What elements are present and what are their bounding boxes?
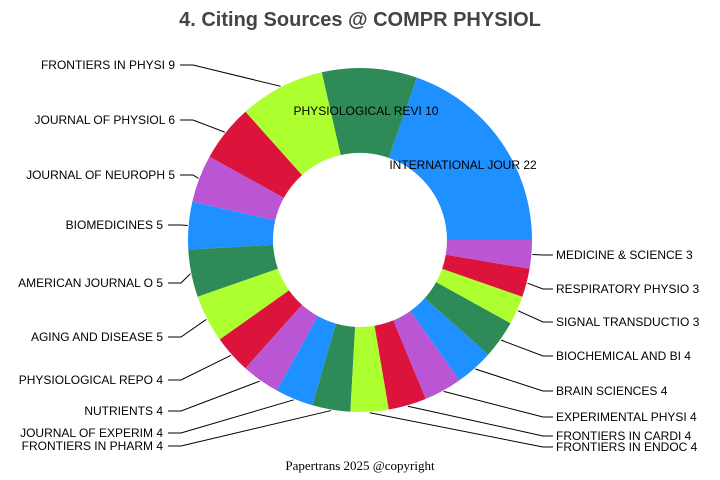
donut-slice	[276, 316, 336, 406]
donut-slice	[209, 111, 303, 198]
donut-slice	[410, 297, 489, 381]
slice-label: PHYSIOLOGICAL REVI 10	[294, 104, 439, 118]
donut-slice	[188, 244, 278, 297]
leader-line	[168, 354, 232, 381]
donut-slice	[424, 282, 511, 355]
leader-line	[180, 119, 225, 133]
slice-labels: INTERNATIONAL JOUR 22 PHYSIOLOGICAL REVI …	[18, 58, 700, 454]
leader-line	[168, 318, 207, 338]
leader-lines	[168, 64, 553, 448]
leader-line	[443, 390, 553, 418]
leader-line	[517, 310, 553, 323]
leader-line	[168, 410, 332, 447]
slice-label: AMERICAN JOURNAL O 5	[18, 276, 163, 290]
slice-label: AGING AND DISEASE 5	[31, 330, 163, 344]
leader-line	[168, 399, 294, 434]
leader-line	[407, 405, 553, 437]
donut-slice	[350, 325, 389, 412]
donut-slice	[192, 156, 284, 221]
leader-line	[475, 368, 553, 392]
donut-slice	[245, 304, 318, 391]
slice-label: FRONTIERS IN PHYSI 9	[41, 58, 175, 72]
slice-label: JOURNAL OF NEUROPH 5	[26, 168, 175, 182]
donut-slice	[436, 268, 523, 324]
leader-line	[168, 380, 261, 412]
slice-label: INTERNATIONAL JOUR 22	[389, 158, 537, 172]
slice-label: EXPERIMENTAL PHYSI 4	[556, 410, 697, 424]
leader-line	[527, 282, 553, 290]
slice-label: PHYSIOLOGICAL REPO 4	[19, 373, 164, 387]
donut-slice	[445, 240, 532, 269]
donut-slice	[197, 268, 290, 340]
donut-slice	[388, 77, 532, 240]
slice-label: RESPIRATORY PHYSIO 3	[556, 282, 699, 296]
slice-label: MEDICINE & SCIENCE 3	[556, 248, 693, 262]
leader-line	[168, 273, 191, 284]
donut-slice	[245, 72, 341, 176]
leader-line	[180, 174, 199, 179]
donut-slice	[321, 68, 417, 158]
donut-slice	[374, 320, 426, 410]
donut-slices	[188, 68, 532, 412]
leader-line	[500, 339, 553, 357]
donut-slice	[442, 254, 530, 297]
donut-slice	[312, 323, 356, 412]
leader-line	[180, 64, 281, 87]
donut-slice	[393, 310, 460, 399]
slice-label: BRAIN SCIENCES 4	[556, 384, 668, 398]
footer-copyright: Papertrans 2025 @copyright	[285, 458, 435, 473]
slice-label: JOURNAL OF EXPERIM 4	[20, 426, 163, 440]
chart-title: 4. Citing Sources @ COMPR PHYSIOL	[179, 9, 541, 31]
slice-label: JOURNAL OF PHYSIOL 6	[35, 113, 176, 127]
donut-slice	[219, 290, 303, 369]
slice-label: FRONTIERS IN ENDOC 4	[556, 440, 698, 454]
slice-label: BIOCHEMICAL AND BI 4	[556, 349, 691, 363]
slice-label: SIGNAL TRANSDUCTIO 3	[556, 315, 700, 329]
slice-label: NUTRIENTS 4	[84, 404, 163, 418]
slice-label: FRONTIERS IN CARDI 4	[556, 429, 692, 443]
slice-label: FRONTIERS IN PHARM 4	[22, 439, 164, 453]
donut-slice	[188, 201, 276, 250]
leader-line	[369, 412, 553, 448]
slice-label: BIOMEDICINES 5	[66, 218, 164, 232]
